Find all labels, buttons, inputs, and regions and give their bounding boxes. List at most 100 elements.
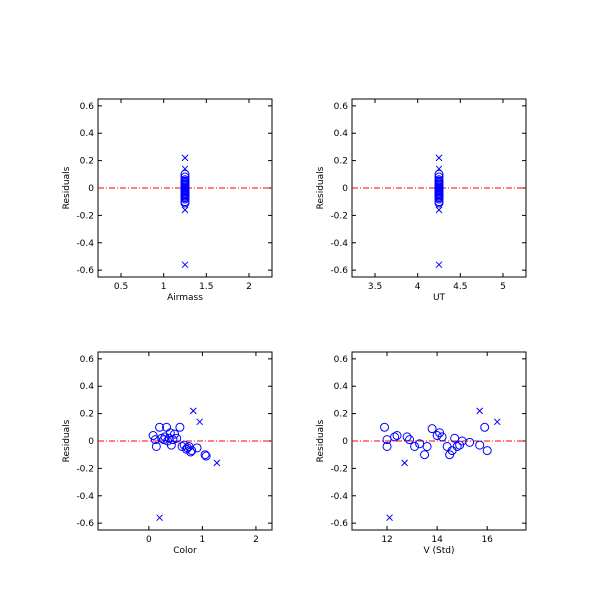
circle-point [186, 447, 196, 457]
circle-point [166, 440, 176, 450]
x-tick-label: 0.5 [114, 282, 128, 292]
circle-point [402, 432, 412, 442]
chart-panel-2: -0.6 -0.4 -0.2 0 0.2 0.4 0.6 3.5 4 4.5 5 UT Residual… [316, 98, 527, 303]
y-tick-label: 0.6 [80, 355, 95, 365]
x-tick-label: 1.5 [199, 282, 213, 292]
x-point [181, 154, 189, 162]
y-axis-label: Residuals [62, 166, 72, 209]
y-tick-label: 0 [342, 184, 348, 194]
y-axis-label: Residuals [316, 419, 326, 462]
circle-point [201, 451, 211, 461]
x-tick-label: 5 [500, 282, 506, 292]
circle-point [179, 440, 189, 450]
y-tick-label: 0.4 [334, 129, 349, 139]
x-axis-label: Color [173, 546, 197, 556]
circle-point [382, 441, 392, 451]
x-point [156, 514, 163, 522]
x-tick-label: 2 [253, 535, 259, 545]
x-point [181, 206, 189, 214]
x-axis-label: Airmass [167, 293, 203, 303]
x-point [196, 418, 204, 426]
circle-point [380, 422, 390, 432]
x-point [401, 459, 408, 467]
x-tick-label: 1 [200, 535, 206, 545]
x-point [213, 459, 221, 467]
circle-point [200, 450, 210, 460]
x-tick-label: 3.5 [368, 282, 382, 292]
y-tick-label: 0.2 [80, 410, 94, 420]
circle-point [437, 432, 447, 442]
y-tick-label: -0.2 [76, 464, 94, 474]
y-tick-label: 0.4 [334, 382, 349, 392]
x-axis-label: UT [433, 293, 446, 303]
y-tick-label: -0.6 [76, 266, 94, 276]
y-tick-label: 0 [88, 184, 94, 194]
x-tick-label: 4.5 [453, 282, 467, 292]
y-tick-label: 0.6 [80, 102, 95, 112]
y-tick-label: -0.2 [330, 464, 348, 474]
y-tick-label: -0.2 [76, 211, 94, 221]
circle-point [180, 194, 190, 204]
circle-point [405, 435, 415, 445]
x-point [435, 206, 443, 214]
y-tick-label: -0.6 [330, 266, 348, 276]
y-tick-label: -0.6 [76, 519, 94, 529]
circle-point [187, 446, 197, 456]
circle-point [180, 198, 190, 208]
x-point [435, 154, 443, 162]
y-tick-label: 0.4 [80, 382, 95, 392]
circle-point [151, 441, 161, 451]
circle-point [192, 443, 202, 453]
circle-point [170, 429, 180, 439]
y-tick-label: 0 [342, 437, 348, 447]
x-point [386, 514, 393, 522]
x-axis-label: V (Std) [424, 546, 455, 556]
x-point [435, 165, 443, 173]
x-tick-label: 14 [431, 535, 443, 545]
panels: -0.6 -0.4 -0.2 0 0.2 0.4 0.6 0.5 1 1.5 2 Airmass Res… [62, 98, 527, 556]
x-tick-label: 12 [381, 535, 392, 545]
x-point [476, 407, 484, 415]
y-axis-label: Residuals [316, 166, 326, 209]
y-tick-label: -0.4 [330, 492, 348, 502]
circle-point [172, 433, 182, 443]
y-axis-label: Residuals [62, 419, 72, 462]
y-tick-label: 0.4 [80, 129, 95, 139]
circle-point [148, 431, 158, 441]
x-tick-label: 4 [415, 282, 421, 292]
x-point [181, 165, 189, 173]
x-tick-label: 1 [161, 282, 167, 292]
x-point [493, 418, 501, 426]
y-tick-label: 0.2 [334, 157, 348, 167]
circle-point [465, 437, 475, 447]
x-point [435, 261, 443, 269]
x-tick-label: 2 [246, 282, 252, 292]
circle-point [482, 446, 492, 456]
x-point [189, 407, 197, 415]
y-tick-label: -0.6 [330, 519, 348, 529]
circle-point [480, 422, 490, 432]
circle-point [410, 441, 420, 451]
y-tick-label: 0.2 [80, 157, 94, 167]
circle-point [392, 431, 402, 441]
circle-point [420, 450, 430, 460]
circle-point [452, 441, 462, 451]
y-tick-label: 0.6 [334, 102, 349, 112]
circle-point [432, 431, 442, 441]
circle-point [434, 198, 444, 208]
y-tick-label: 0.2 [334, 410, 348, 420]
y-tick-label: 0 [88, 437, 94, 447]
circle-point [434, 194, 444, 204]
circle-point [150, 435, 160, 445]
x-tick-label: 0 [146, 535, 152, 545]
circle-point [475, 440, 485, 450]
y-tick-label: 0.6 [334, 355, 349, 365]
circle-point [155, 422, 165, 432]
chart-panel-1: -0.6 -0.4 -0.2 0 0.2 0.4 0.6 0.5 1 1.5 2 Airmass Res… [62, 98, 273, 303]
circle-point [422, 441, 432, 451]
y-tick-label: -0.4 [330, 239, 348, 249]
circle-point [427, 424, 437, 434]
y-tick-label: -0.4 [76, 492, 94, 502]
